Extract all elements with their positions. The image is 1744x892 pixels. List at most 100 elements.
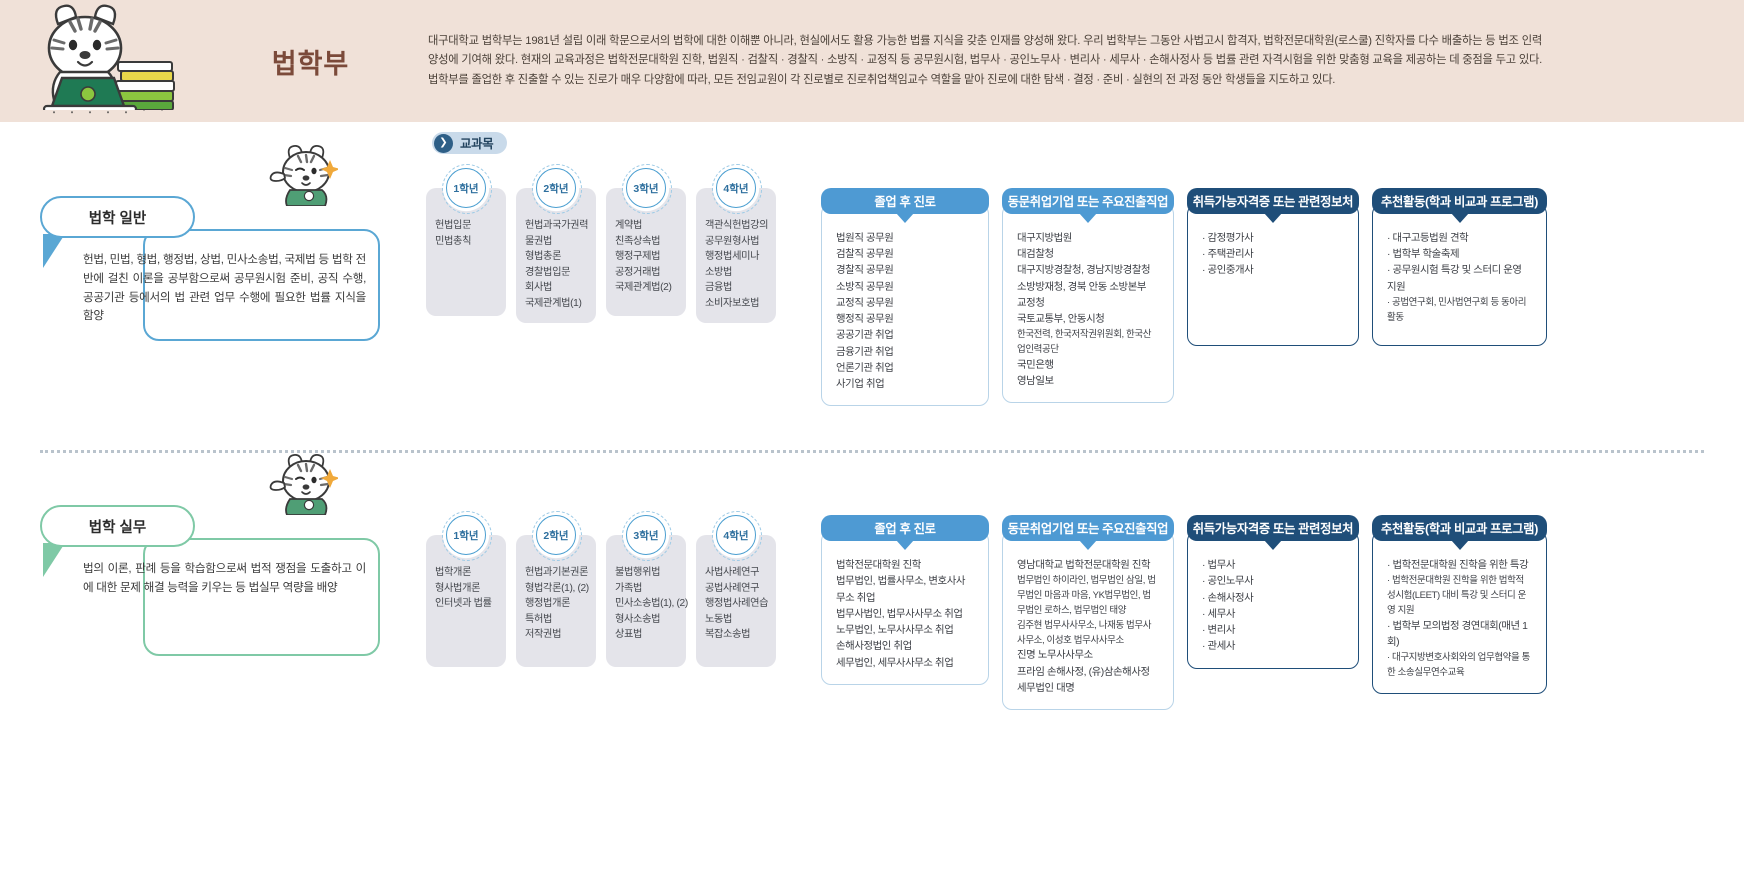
info-panel-1: 졸업 후 진로 법학전문대학원 진학 법무법인, 법률사무소, 변호사사무소 취업 법… — [821, 515, 989, 710]
course-item: 형법각론(1), (2) — [525, 582, 589, 594]
year-column-3: 3학년 불법행위법 가족법 민사소송법(1), (2) 형사소송법 상표법 — [606, 511, 688, 668]
panel-item: 교정청 — [1017, 297, 1045, 309]
panel-item: 법무사법인, 법무사사무소 취업 — [836, 608, 963, 620]
panel-item: · 손해사정사 — [1202, 592, 1254, 604]
year-badge-1: 1학년 — [442, 511, 492, 562]
tiger-mascot-pointing-icon — [268, 453, 340, 517]
panel-content: · 법학전문대학원 진학을 위한 특강 · 법학전문대학원 진학을 위한 법학적성… — [1372, 531, 1547, 694]
panel-item: 법원직 공무원 — [836, 233, 894, 244]
panel-item: 한국전력, 한국저작권위원회, 한국산업인력공단 — [1017, 329, 1152, 356]
course-item: 친족상속법 — [615, 235, 661, 247]
page-header: 법학부 대구대학교 법학부는 1981년 설립 이래 학문으로서의 법학에 대한… — [0, 0, 1744, 122]
panel-item: 진명 노무사사무소 — [1017, 650, 1093, 662]
track-tab-label: 법학 실무 — [40, 505, 195, 548]
course-item: 행정법세미나 — [705, 251, 760, 262]
year-badge-2: 2학년 — [532, 164, 582, 214]
panel-content: · 법무사 · 공인노무사 · 손해사정사 · 세무사 · 변리사 · 관세사 — [1187, 531, 1359, 669]
panel-item: 대구지방법원 — [1017, 233, 1072, 244]
year-badge-4: 4학년 — [712, 164, 762, 214]
track-tab-tail — [43, 543, 65, 578]
panel-item: · 법학부 모의법정 경연대회(매년 1회) — [1387, 620, 1528, 649]
tiger-mascot-pointing-icon — [268, 144, 340, 207]
year-column-2: 2학년 헌법과기본권론 형법각론(1), (2) 행정법개론 특허법 저작권법 — [516, 511, 596, 668]
panel-content: · 대구고등법원 견학 · 법학부 학술축제 · 공무원시험 특강 및 스터디 운영… — [1372, 204, 1547, 346]
course-item: 행정법사례연습 — [705, 598, 769, 610]
course-item: 계약법 — [615, 220, 643, 231]
info-panel-2: 동문취업기업 또는 주요진출직업 대구지방법원 대검찰청 대구지방경찰청, 경남지방경… — [1002, 188, 1174, 406]
panel-item: · 법학전문대학원 진학을 위한 법학적성시험(LEET) 대비 특강 및 스터… — [1387, 575, 1526, 617]
panel-item: 국토교통부, 안동시청 — [1017, 314, 1105, 326]
header-scallop-divider — [0, 110, 1744, 122]
panel-item: · 대구지방변호사회와의 업무협약을 통한 소송실무연수교육 — [1387, 652, 1530, 679]
panel-content: 법원직 공무원 검찰직 공무원 경찰직 공무원 소방직 공무원 교정직 공무원 행정직 공… — [821, 204, 989, 407]
course-item: 가족법 — [615, 582, 643, 594]
info-panels: 졸업 후 진로 법학전문대학원 진학 법무법인, 법률사무소, 변호사사무소 취업 법… — [821, 515, 1547, 711]
panel-item: 검찰직 공무원 — [836, 249, 894, 261]
panel-item: 법무법인, 법률사무소, 변호사사무소 취업 — [836, 576, 966, 604]
year-column-4: 4학년 사법사례연구 공법사례연구 행정법사례연습 노동법 복잡소송법 — [696, 511, 776, 668]
panel-title: 추천활동(학과 비교과 프로그램) — [1372, 188, 1547, 214]
panel-item: · 공무원시험 특강 및 스터디 운영 지원 — [1387, 265, 1522, 293]
panel-item: 프라임 손해사정, (유)삼손해사정 — [1017, 666, 1150, 678]
subject-years-group: 1학년 법학개론 형사법개론 인터넷과 법률 2학년 헌법과기본권론 형법각론(1), (2… — [426, 511, 776, 668]
panel-title: 취득가능자격증 또는 관련정보처 — [1187, 515, 1359, 542]
panel-item: · 공인노무사 — [1202, 576, 1254, 588]
course-item: 행정구제법 — [615, 251, 661, 262]
year-column-1: 1학년 헌법입문 민법총칙 — [426, 164, 506, 323]
panel-item: 금융기관 취업 — [836, 346, 894, 358]
department-description: 대구대학교 법학부는 1981년 설립 이래 학문으로서의 법학에 대한 이해뿐… — [428, 34, 1542, 86]
year-badge-3: 3학년 — [622, 511, 672, 562]
course-item: 저작권법 — [525, 629, 562, 641]
track-description-text: 법의 이론, 판례 등을 학습함으로써 법적 쟁점을 도출하고 이에 대한 문제… — [83, 562, 366, 594]
course-item: 복잡소송법 — [705, 629, 751, 641]
info-panel-3: 취득가능자격증 또는 관련정보처 · 감정평가사 · 주택관리사 · 공인중개사 — [1187, 188, 1359, 406]
course-item: 특허법 — [525, 613, 553, 625]
year-columns: 1학년 법학개론 형사법개론 인터넷과 법률 2학년 헌법과기본권론 형법각론(1), (2… — [426, 511, 776, 668]
chevron-right-icon: ❯ — [434, 133, 453, 153]
panel-item: 세무법인 대명 — [1017, 682, 1075, 694]
panel-item: · 대구고등법원 견학 — [1387, 233, 1469, 244]
course-item: 객관식헌법강의 — [705, 220, 769, 231]
panel-item: 소방직 공무원 — [836, 281, 894, 293]
track-tab-label: 법학 일반 — [40, 196, 195, 238]
course-item: 소비자보호법 — [705, 297, 760, 309]
info-panel-2: 동문취업기업 또는 주요진출직업 영남대학교 법학전문대학원 진학 법무법인 하이라… — [1002, 515, 1174, 711]
info-panel-4: 추천활동(학과 비교과 프로그램) · 법학전문대학원 진학을 위한 특강 · 법학… — [1372, 515, 1547, 710]
panel-item: 교정직 공무원 — [836, 297, 894, 309]
panel-content: 대구지방법원 대검찰청 대구지방경찰청, 경남지방경찰청 소방방재청, 경북 안동 소… — [1002, 204, 1174, 404]
panel-item: 세무법인, 세무사사무소 취업 — [836, 657, 954, 669]
course-item: 인터넷과 법률 — [435, 598, 492, 610]
panel-item: 언론기관 취업 — [836, 362, 894, 374]
course-item: 소방법 — [705, 266, 733, 278]
course-item: 공정거래법 — [615, 266, 661, 278]
course-item: 회사법 — [525, 282, 553, 293]
panel-item: · 변리사 — [1202, 625, 1236, 637]
course-item: 물권법 — [525, 235, 553, 247]
panel-item: 영남일보 — [1017, 376, 1054, 388]
track-description-text: 헌법, 민법, 형법, 행정법, 상법, 민사소송법, 국제법 등 법학 전반에… — [83, 253, 366, 323]
course-item: 헌법과국가권력 — [525, 220, 589, 231]
panel-title: 졸업 후 진로 — [821, 188, 989, 214]
course-item: 금융법 — [705, 282, 733, 293]
panel-item: 경찰직 공무원 — [836, 265, 894, 277]
panel-item: · 주택관리사 — [1202, 249, 1254, 261]
year-column-4: 4학년 객관식헌법강의 공무원형사법 행정법세미나 소방법 금융법 소비자보호법 — [696, 164, 776, 323]
panel-title: 졸업 후 진로 — [821, 515, 989, 542]
subject-label-pill: ❯ 교과목 — [432, 132, 508, 154]
info-panel-3: 취득가능자격증 또는 관련정보처 · 법무사 · 공인노무사 · 손해사정사 · 세무사… — [1187, 515, 1359, 710]
panel-title: 취득가능자격증 또는 관련정보처 — [1187, 188, 1359, 214]
panel-content: · 감정평가사 · 주택관리사 · 공인중개사 — [1187, 204, 1359, 346]
panel-item: · 감정평가사 — [1202, 233, 1254, 244]
panel-item: 공공기관 취업 — [836, 330, 894, 342]
year-badge-2: 2학년 — [532, 511, 582, 562]
section-divider — [40, 450, 1704, 454]
course-item: 노동법 — [705, 613, 733, 625]
course-item: 헌법과기본권론 — [525, 567, 589, 579]
panel-item: 영남대학교 법학전문대학원 진학 — [1017, 560, 1151, 572]
